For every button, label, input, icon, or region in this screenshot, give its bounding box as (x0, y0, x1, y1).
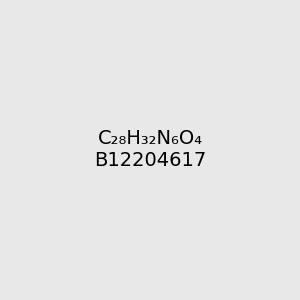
Text: C₂₈H₃₂N₆O₄
B12204617: C₂₈H₃₂N₆O₄ B12204617 (94, 130, 206, 170)
